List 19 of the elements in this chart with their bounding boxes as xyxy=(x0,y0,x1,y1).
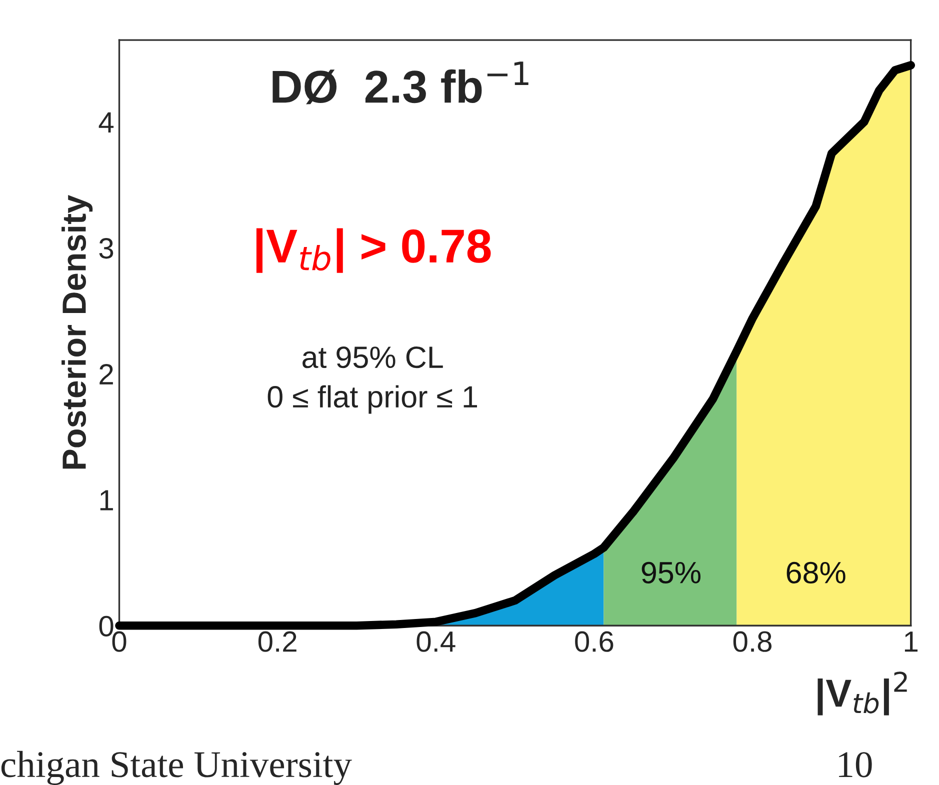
x-tick-label: 0.4 xyxy=(416,631,456,652)
x-tick-label: 0.6 xyxy=(575,631,614,652)
y-tick-label: 0 xyxy=(99,616,114,636)
x-tick-label: 0.8 xyxy=(733,631,772,652)
y-tick-label: 3 xyxy=(99,238,114,259)
text: chigan State University xyxy=(1,750,352,785)
x-tick-label: 1 xyxy=(904,632,918,652)
text: 10 xyxy=(839,752,872,778)
x-tick-label: 0.2 xyxy=(258,631,296,652)
x-axis-title: |V$_{tb}$|$^{2}$ xyxy=(818,672,907,716)
annotation: at 95% CL 0 ≤ flat prior ≤ 1 xyxy=(268,346,477,414)
annotation: 68% xyxy=(786,562,846,584)
annotation: |V$_{tb}$| > 0.78 xyxy=(256,228,491,273)
y-tick-label: 2 xyxy=(100,364,113,384)
y-tick-label: 1 xyxy=(100,490,113,510)
y-axis-title: Posterior Density xyxy=(62,195,93,469)
annotation: 95% xyxy=(642,562,700,584)
chart-title: DØ 2.3 fb$^{−1}$ xyxy=(272,62,528,104)
y-tick-label: 4 xyxy=(98,112,114,132)
